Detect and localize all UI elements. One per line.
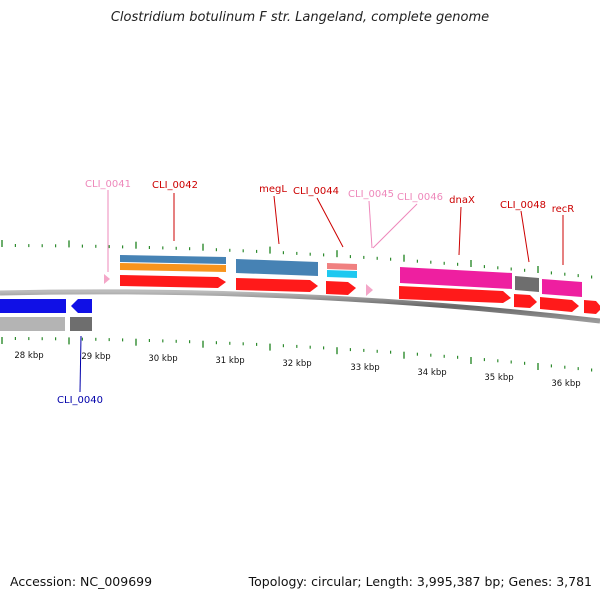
gene-recr-pink — [542, 279, 582, 297]
gene-cli0044-red — [326, 281, 356, 295]
reverse-features — [0, 299, 92, 331]
gene-dnax-pink — [400, 267, 512, 289]
scale-label-29kbp: 29 kbp — [81, 352, 110, 362]
genome-backbone — [0, 289, 600, 324]
label-cli0041: CLI_0041 — [85, 179, 131, 190]
gene-megl-blue — [236, 259, 318, 276]
forward-features — [104, 255, 600, 314]
gene-cli0040-gray — [70, 317, 92, 331]
scale-label-31kbp: 31 kbp — [215, 356, 244, 366]
scale-label-32kbp: 32 kbp — [282, 359, 311, 369]
map-title: Clostridium botulinum F str. Langeland, … — [110, 10, 490, 25]
scale-label-35kbp: 35 kbp — [484, 373, 513, 383]
label-cli0042: CLI_0042 — [152, 180, 198, 191]
label-leaders — [79, 190, 564, 393]
gene-dnax-red — [399, 286, 511, 303]
label-recr: recR — [552, 204, 575, 215]
gene-cli0040-blue — [71, 299, 92, 313]
gene-recr-red — [540, 297, 579, 312]
label-cli0046: CLI_0046 — [397, 192, 443, 203]
label-cli0044: CLI_0044 — [293, 186, 339, 197]
leader-cli0046 — [372, 203, 418, 249]
leader-cli0040 — [79, 335, 82, 393]
scale-label-28kbp: 28 kbp — [14, 351, 43, 361]
scale-label-30kbp: 30 kbp — [148, 354, 177, 364]
gene-cli0044-salmon — [327, 263, 357, 270]
scale-labels: 28 kbp 29 kbp 30 kbp 31 kbp 32 kbp 33 kb… — [14, 351, 580, 389]
leader-megl — [273, 195, 280, 245]
label-cli0048: CLI_0048 — [500, 200, 546, 211]
accession-text: Accession: NC_009699 — [10, 574, 153, 589]
outer-tick-ring — [1, 240, 593, 279]
gene-labels: CLI_0041 CLI_0042 megL CLI_0044 CLI_0045… — [57, 179, 574, 406]
gene-next-red — [584, 300, 600, 314]
scale-label-34kbp: 34 kbp — [417, 368, 446, 378]
gene-cli0045 — [366, 284, 373, 296]
label-cli0045: CLI_0045 — [348, 189, 394, 200]
gene-left-lightgray — [0, 317, 65, 331]
gene-cli0044-cyan — [327, 270, 357, 278]
gene-cli0042-orange — [120, 263, 226, 272]
label-cli0040: CLI_0040 — [57, 395, 103, 406]
gene-cli0042-red — [120, 275, 226, 288]
leader-cli0044 — [316, 197, 344, 248]
label-dnax: dnaX — [449, 195, 475, 206]
leader-cli0048 — [520, 210, 530, 263]
leader-dnax — [458, 206, 462, 256]
gene-cli0042-blue — [120, 255, 226, 264]
gene-megl-red — [236, 278, 318, 292]
scale-label-36kbp: 36 kbp — [551, 379, 580, 389]
scale-label-33kbp: 33 kbp — [350, 363, 379, 373]
inner-tick-ring — [1, 337, 593, 372]
gene-left-blue — [0, 299, 66, 313]
gene-cli0048-red — [514, 294, 537, 308]
genome-summary-text: Topology: circular; Length: 3,995,387 bp… — [248, 574, 592, 589]
gene-cli0048-gray — [515, 276, 539, 292]
label-megl: megL — [259, 184, 287, 195]
leader-cli0045 — [368, 200, 373, 249]
gene-cli0041 — [104, 274, 110, 284]
